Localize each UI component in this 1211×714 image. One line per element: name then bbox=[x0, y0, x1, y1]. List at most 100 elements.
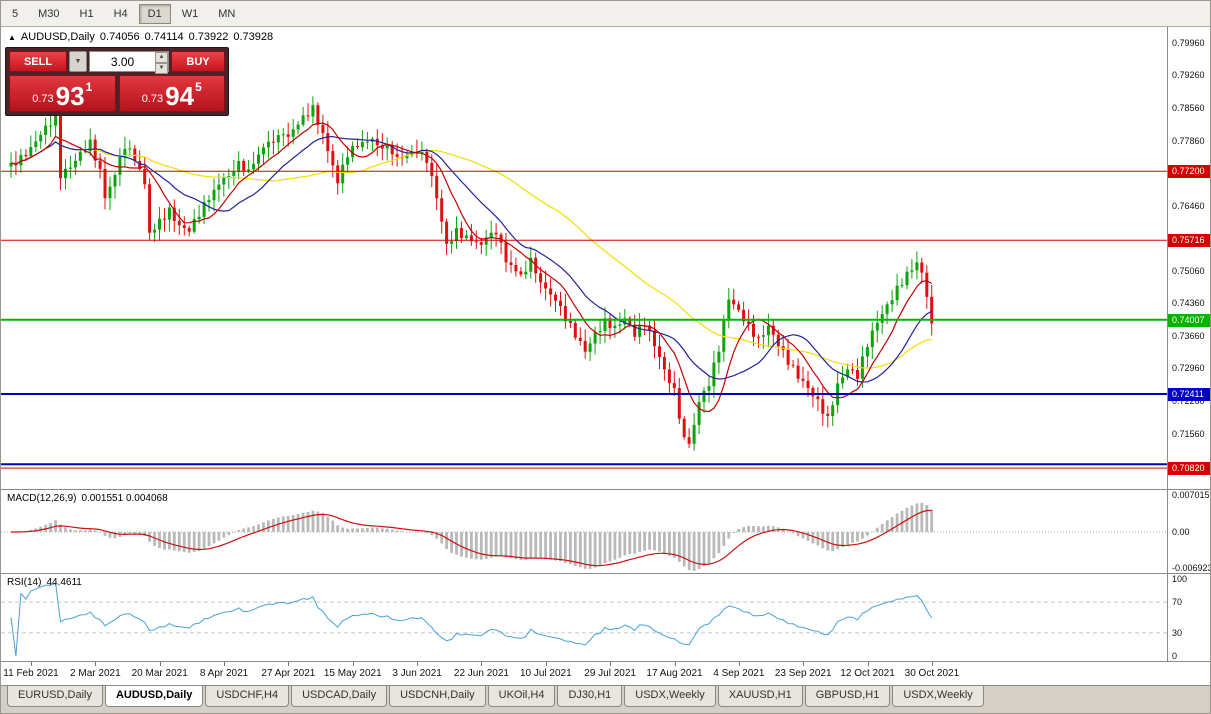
volume-input-wrap: ▲ ▼ bbox=[89, 51, 169, 74]
chart-tab-1-audusd-daily[interactable]: AUDUSD,Daily bbox=[104, 686, 204, 707]
price-axis-label: 0.76460 bbox=[1172, 200, 1205, 211]
symbol-title: AUDUSD,Daily bbox=[20, 31, 95, 43]
symbol-arrow-icon: ▲ bbox=[8, 32, 16, 42]
time-axis-label: 29 Jul 2021 bbox=[584, 668, 636, 679]
time-axis-label: 10 Jul 2021 bbox=[519, 668, 572, 679]
time-axis-tick bbox=[224, 662, 226, 666]
macd-chart-svg bbox=[1, 502, 1167, 571]
timeframe-button-d1[interactable]: D1 bbox=[138, 3, 171, 24]
macd-name: MACD(12,26,9) bbox=[7, 493, 77, 504]
rsi-axis-label: 0 bbox=[1172, 651, 1178, 661]
chart-tab-2-usdchf-h4[interactable]: USDCHF,H4 bbox=[205, 686, 290, 707]
timeframe-button-h1[interactable]: H1 bbox=[79, 7, 94, 20]
time-axis[interactable]: 11 Feb 2021 2 Mar 2021 20 Mar 2021 8 Apr 20… bbox=[1, 661, 1210, 685]
price-plot[interactable]: ▲ AUDUSD,Daily 0.74056 0.74114 0.73922 0… bbox=[1, 27, 1167, 489]
volume-input[interactable] bbox=[90, 52, 168, 71]
time-axis-tick bbox=[31, 662, 32, 666]
time-axis-label: 27 Apr 2021 bbox=[261, 668, 316, 679]
time-axis-tick bbox=[545, 662, 547, 666]
spin-up-icon[interactable]: ▲ bbox=[155, 52, 168, 63]
rsi-axis-label: 30 bbox=[1172, 627, 1183, 638]
chevron-down-icon: ▼ bbox=[74, 58, 82, 65]
time-axis-label: 4 Sep 2021 bbox=[713, 668, 765, 679]
rsi-axis: 100 70 30 0 bbox=[1167, 574, 1210, 661]
spin-down-icon[interactable]: ▼ bbox=[155, 63, 168, 74]
chart-tab-0-eurusd-daily[interactable]: EURUSD,Daily bbox=[7, 686, 103, 707]
price-axis-label: 0.72260 bbox=[1172, 396, 1205, 407]
time-axis-label: 15 May 2021 bbox=[323, 668, 382, 679]
price-chart-svg bbox=[1, 95, 1167, 469]
ohlc-low: 0.73922 bbox=[188, 31, 229, 43]
chart-tab-3-usdcad-daily[interactable]: USDCAD,Daily bbox=[291, 686, 388, 707]
timeframe-button-m30[interactable]: M30 bbox=[38, 7, 60, 20]
chart-tab-6-dj30-h1[interactable]: DJ30,H1 bbox=[557, 686, 623, 707]
macd-panel: MACD(12,26,9) 0.001551 0.004068 0.007015… bbox=[1, 489, 1211, 574]
time-axis-tick bbox=[610, 662, 612, 666]
volume-spinner: ▲ ▼ bbox=[155, 52, 168, 74]
price-line-label: 0.74007 bbox=[1168, 313, 1210, 327]
chart-tab-5-ukoil-h4[interactable]: UKOil,H4 bbox=[487, 686, 556, 707]
ohlc-high: 0.74114 bbox=[144, 31, 184, 43]
sell-price-prefix: 0.73 bbox=[32, 93, 54, 105]
time-axis-tick bbox=[288, 662, 290, 666]
time-axis-tick bbox=[931, 662, 933, 666]
buy-price-big: 94 bbox=[165, 81, 195, 111]
time-axis-label: 3 Jun 2021 bbox=[392, 668, 442, 679]
time-axis-label: 22 Jun 2021 bbox=[453, 668, 509, 679]
price-panel: ▲ AUDUSD,Daily 0.74056 0.74114 0.73922 0… bbox=[1, 27, 1210, 489]
time-axis-label: 23 Sep 2021 bbox=[774, 668, 832, 679]
price-line-label: 0.70820 bbox=[1168, 462, 1210, 476]
sell-price-big: 93 bbox=[55, 81, 85, 111]
time-axis-tick bbox=[867, 662, 869, 666]
price-axis-label: 0.75060 bbox=[1172, 265, 1205, 276]
time-axis-label: 12 Oct 2021 bbox=[840, 668, 895, 679]
chart-tab-4-usdcnh-daily[interactable]: USDCNH,Daily bbox=[389, 686, 486, 707]
timeframe-button-mn[interactable]: MN bbox=[218, 7, 236, 20]
sell-button[interactable]: SELL bbox=[9, 51, 67, 72]
chart-tab-9-gbpusd-h1[interactable]: GBPUSD,H1 bbox=[804, 686, 891, 707]
chart-tab-8-xauusd-h1[interactable]: XAUUSD,H1 bbox=[717, 686, 803, 707]
timeframe-button-h4[interactable]: H4 bbox=[113, 7, 128, 20]
sell-price-display[interactable]: 0.73 93 1 bbox=[9, 75, 116, 112]
rsi-axis-label: 100 bbox=[1172, 574, 1188, 584]
price-line-label: 0.72411 bbox=[1168, 388, 1210, 402]
buy-price-pip: 5 bbox=[195, 80, 202, 94]
price-axis-label: 0.72960 bbox=[1172, 363, 1205, 374]
rsi-chart-svg bbox=[1, 582, 1167, 657]
timeframe-toolbar: 5 M30 H1 H4 D1 W1 MN bbox=[1, 1, 1210, 27]
rsi-axis-label: 70 bbox=[1172, 597, 1183, 608]
rsi-values: 44.4611 bbox=[46, 577, 82, 588]
rsi-name: RSI(14) bbox=[7, 577, 42, 588]
time-axis-tick bbox=[95, 662, 97, 666]
price-line-label: 0.75716 bbox=[1168, 234, 1210, 248]
sell-price-pip: 1 bbox=[85, 80, 93, 94]
volume-dropdown[interactable]: ▼ bbox=[69, 51, 87, 72]
price-axis-label: 0.74360 bbox=[1172, 298, 1205, 309]
price-axis: 0.799600.792600.785600.778600.771600.764… bbox=[1167, 27, 1210, 489]
macd-axis-label: 0.007015 bbox=[1172, 490, 1210, 501]
rsi-plot[interactable]: RSI(14) 44.4611 bbox=[1, 574, 1167, 661]
timeframe-button-w1[interactable]: W1 bbox=[181, 7, 199, 20]
time-axis-tick bbox=[481, 662, 483, 666]
timeframe-button-5[interactable]: 5 bbox=[12, 7, 19, 20]
macd-axis-label: -0.006923 bbox=[1172, 563, 1211, 574]
price-axis-label: 0.71560 bbox=[1172, 428, 1205, 439]
chart-tab-10-usdx-weekly[interactable]: USDX,Weekly bbox=[892, 686, 984, 707]
buy-price-display[interactable]: 0.73 94 5 bbox=[118, 75, 225, 112]
price-line-label: 0.77200 bbox=[1168, 165, 1210, 179]
chart-tab-7-usdx-weekly[interactable]: USDX,Weekly bbox=[624, 686, 716, 707]
buy-button[interactable]: BUY bbox=[171, 51, 225, 72]
buy-price-prefix: 0.73 bbox=[141, 93, 164, 105]
macd-axis-label: 0.00 bbox=[1172, 527, 1190, 537]
macd-plot[interactable]: MACD(12,26,9) 0.001551 0.004068 bbox=[1, 490, 1167, 573]
time-axis-tick bbox=[803, 662, 805, 666]
one-click-trade-panel: SELL ▼ ▲ ▼ BUY 0.73 bbox=[5, 47, 229, 116]
time-axis-tick bbox=[674, 662, 676, 666]
price-axis-label: 0.79260 bbox=[1172, 70, 1205, 81]
price-axis-label: 0.79960 bbox=[1172, 37, 1205, 48]
time-axis-tick bbox=[417, 662, 419, 666]
time-axis-label: 2 Mar 2021 bbox=[70, 668, 121, 679]
price-axis-label: 0.77860 bbox=[1172, 135, 1205, 146]
macd-values: 0.001551 0.004068 bbox=[81, 493, 168, 504]
